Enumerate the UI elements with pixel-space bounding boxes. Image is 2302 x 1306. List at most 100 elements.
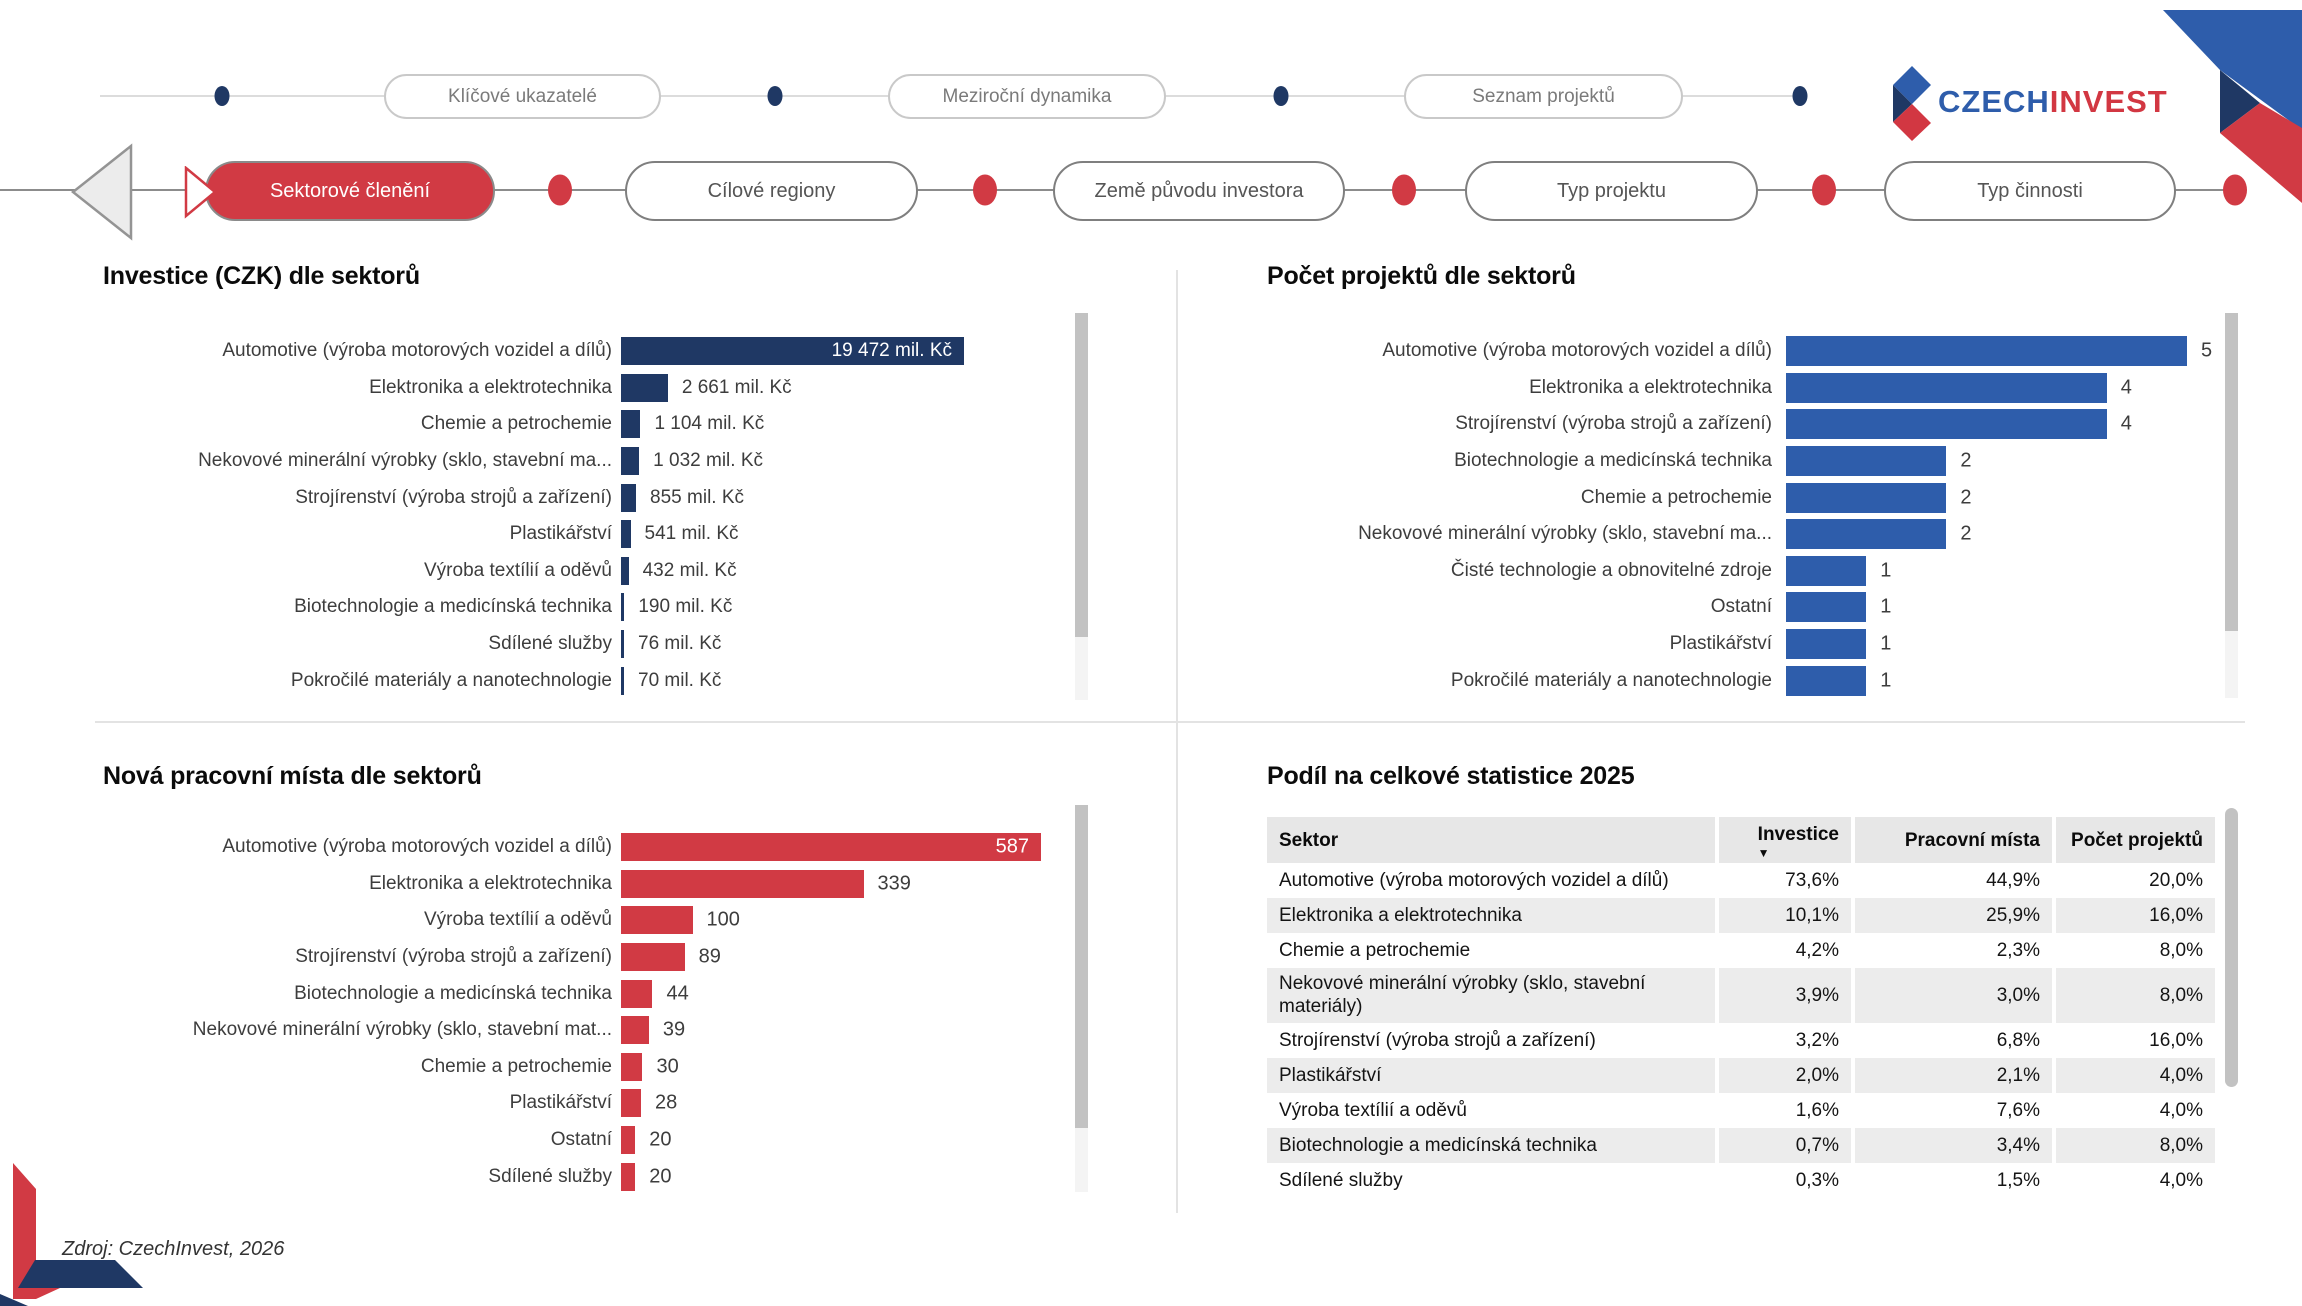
table-row[interactable]: Chemie a petrochemie 4,2% 2,3% 8,0% (1267, 933, 2215, 969)
bar[interactable] (1786, 446, 1947, 477)
bar[interactable] (621, 373, 668, 402)
table-row[interactable]: Automotive (výroba motorových vozidel a … (1267, 863, 2215, 899)
nav-tab-zeme-puvodu-investora[interactable]: Země původu investora (1053, 161, 1345, 221)
nav-bottom-dot (548, 174, 572, 206)
value-label: 1 (1880, 559, 1892, 582)
bar[interactable] (621, 1126, 636, 1155)
bar-area: 1 104 mil. Kč (621, 410, 1076, 439)
bar[interactable] (1786, 519, 1947, 550)
column-header-investice[interactable]: Investice ▼ (1715, 817, 1851, 864)
bar[interactable] (621, 630, 624, 659)
percent-cell: 2,3% (1851, 933, 2052, 969)
bar[interactable] (1786, 409, 2107, 440)
back-arrow-icon[interactable] (70, 143, 134, 241)
table-row[interactable]: Sdílené služby 0,3% 1,5% 4,0% (1267, 1163, 2215, 1199)
bar[interactable] (621, 520, 631, 549)
bar[interactable] (621, 1162, 636, 1191)
bar-area: 100 (621, 906, 1076, 935)
chart-row: Biotechnologie a medicínská technika 2 (1267, 443, 2226, 480)
percent-cell: 0,7% (1715, 1128, 1851, 1164)
table-row[interactable]: Plastikářství 2,0% 2,1% 4,0% (1267, 1058, 2215, 1094)
bar-area: 44 (621, 979, 1076, 1008)
bar[interactable] (1786, 482, 1947, 513)
percent-cell: 3,0% (1851, 968, 2052, 1024)
bar[interactable] (621, 1016, 649, 1045)
bar[interactable] (621, 666, 624, 695)
category-label: Plastikářství (1669, 633, 1772, 655)
nav-tab-seznam-projektu[interactable]: Seznam projektů (1404, 74, 1683, 119)
chart-row: Strojírenství (výroba strojů a zařízení)… (103, 479, 1076, 516)
source-note: Zdroj: CzechInvest, 2026 (62, 1238, 285, 1260)
value-label: 4 (2120, 376, 2132, 399)
bar[interactable] (621, 943, 685, 972)
bar[interactable] (621, 410, 641, 439)
table-row[interactable]: Výroba textílií a oděvů 1,6% 7,6% 4,0% (1267, 1093, 2215, 1129)
nav-tab-mezirocni-dynamika[interactable]: Meziroční dynamika (888, 74, 1166, 119)
chart-scrollbar-thumb[interactable] (2225, 313, 2238, 631)
bar[interactable] (1786, 336, 2187, 367)
sector-cell: Plastikářství (1279, 1064, 1382, 1086)
bar-area: 432 mil. Kč (621, 556, 1076, 585)
table-row[interactable]: Strojírenství (výroba strojů a zařízení)… (1267, 1023, 2215, 1059)
value-label: 100 (706, 908, 740, 931)
nav-top-dot (214, 86, 230, 106)
bar[interactable] (621, 906, 693, 935)
bar[interactable] (621, 869, 864, 898)
nav-tab-typ-projektu[interactable]: Typ projektu (1465, 161, 1758, 221)
bar[interactable] (1786, 592, 1867, 623)
chart-row: Pokročilé materiály a nanotechnologie 1 (1267, 662, 2226, 699)
value-label: 70 mil. Kč (638, 669, 722, 691)
chart-row: Biotechnologie a medicínská technika 44 (103, 975, 1076, 1012)
bar[interactable] (621, 556, 629, 585)
percent-cell: 6,8% (1851, 1023, 2052, 1059)
category-label: Automotive (výroba motorových vozidel a … (222, 836, 612, 858)
chart-scrollbar-thumb[interactable] (1075, 805, 1088, 1128)
bar-area: 4 (1786, 372, 2226, 403)
category-label: Ostatní (1710, 596, 1772, 618)
percent-cell: 7,6% (1851, 1093, 2052, 1129)
nav-tab-klicove-ukazatele[interactable]: Klíčové ukazatelé (384, 74, 661, 119)
bar[interactable] (1786, 665, 1867, 696)
bar[interactable] (621, 1052, 643, 1081)
chart-scrollbar-thumb[interactable] (1075, 313, 1088, 637)
bar[interactable] (621, 979, 653, 1008)
value-label: 1 104 mil. Kč (654, 413, 765, 435)
column-header-pocet-projektu[interactable]: Počet projektů (2052, 817, 2215, 864)
category-label: Chemie a petrochemie (420, 1055, 612, 1077)
bar-area: 1 032 mil. Kč (621, 447, 1076, 476)
value-label: 4 (2120, 412, 2132, 435)
bar[interactable] (621, 337, 964, 366)
bar[interactable] (621, 447, 640, 476)
table-row[interactable]: Nekovové minerální výrobky (sklo, staveb… (1267, 968, 2215, 1024)
bar[interactable] (1786, 372, 2107, 403)
table-scrollbar-thumb[interactable] (2225, 808, 2238, 1087)
chart-row: Plastikářství 541 mil. Kč (103, 516, 1076, 553)
column-header-sektor[interactable]: Sektor (1279, 830, 1339, 851)
investment-by-sector-chart: Automotive (výroba motorových vozidel a … (103, 333, 1076, 699)
column-header-pracovni-mista[interactable]: Pracovní místa (1851, 817, 2052, 864)
chart-row: Nekovové minerální výrobky (sklo, staveb… (103, 1012, 1076, 1049)
nav-bottom-dot (973, 174, 997, 206)
nav-bottom-dot (1392, 174, 1416, 206)
table-row[interactable]: Elektronika a elektrotechnika 10,1% 25,9% 1… (1267, 898, 2215, 934)
bar[interactable] (1786, 555, 1867, 586)
bar[interactable] (621, 833, 1041, 862)
bar[interactable] (621, 483, 637, 512)
value-label: 89 (698, 945, 721, 968)
table-header-row: Sektor Investice ▼ Pracovní místa Počet … (1267, 817, 2215, 864)
nav-top-dot (767, 86, 783, 106)
nav-tab-sektorove-cleneni[interactable]: Sektorové členění (205, 161, 495, 221)
nav-tab-cilove-regiony[interactable]: Cílové regiony (625, 161, 918, 221)
bar[interactable] (1786, 629, 1867, 660)
category-label: Automotive (výroba motorových vozidel a … (222, 340, 612, 362)
category-label: Chemie a petrochemie (1580, 486, 1772, 508)
table-row[interactable]: Biotechnologie a medicínská technika 0,7%… (1267, 1128, 2215, 1164)
bar[interactable] (621, 593, 625, 622)
sector-cell: Strojírenství (výroba strojů a zařízení) (1279, 1029, 1596, 1051)
bar[interactable] (621, 1089, 642, 1118)
nav-tab-typ-cinnosti[interactable]: Typ činnosti (1884, 161, 2176, 221)
sector-cell: Sdílené služby (1279, 1169, 1403, 1191)
bar-area: 20 (621, 1162, 1076, 1191)
chart-row: Nekovové minerální výrobky (sklo, staveb… (1267, 516, 2226, 553)
chart-row: Sdílené služby 76 mil. Kč (103, 626, 1076, 663)
